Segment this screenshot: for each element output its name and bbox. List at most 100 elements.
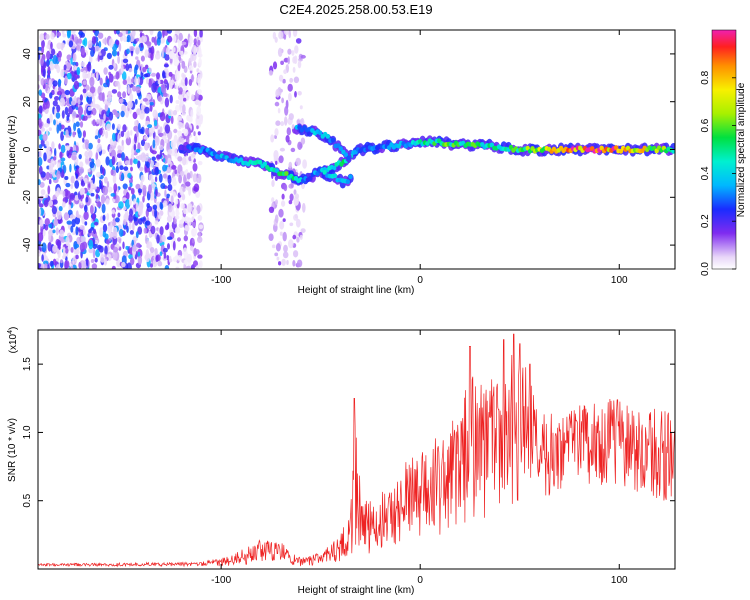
noise-speckle: [91, 107, 97, 116]
noise-speckle: [60, 259, 63, 264]
noise-speckle: [156, 37, 161, 46]
noise-speckle: [119, 228, 124, 237]
noise-speckle: [127, 172, 132, 179]
noise-speckle: [177, 94, 184, 101]
noise-speckle: [164, 224, 169, 231]
noise-speckle: [171, 146, 178, 157]
noise-speckle: [108, 73, 114, 83]
noise-speckle: [144, 49, 149, 58]
noise-speckle: [38, 179, 41, 186]
noise-speckle: [122, 206, 127, 211]
noise-speckle: [38, 249, 41, 257]
noise-speckle: [111, 209, 116, 215]
noise-speckle: [148, 174, 154, 181]
noise-speckle: [284, 105, 289, 116]
noise-speckle: [94, 45, 100, 52]
noise-speckle: [134, 133, 138, 144]
noise-speckle: [136, 128, 139, 138]
noise-speckle: [177, 237, 181, 242]
noise-speckle: [172, 210, 176, 219]
noise-speckle: [189, 245, 194, 251]
noise-speckle: [159, 111, 166, 122]
noise-speckle: [152, 139, 156, 149]
noise-speckle: [49, 113, 53, 123]
noise-speckle: [129, 230, 134, 235]
noise-speckle: [100, 48, 106, 57]
noise-speckle: [162, 70, 166, 79]
noise-speckle: [299, 234, 303, 240]
noise-speckle: [94, 257, 98, 263]
noise-speckle: [79, 121, 84, 128]
noise-speckle: [92, 248, 96, 259]
noise-speckle: [108, 38, 114, 48]
noise-speckle: [288, 239, 294, 249]
noise-speckle: [93, 232, 97, 239]
noise-speckle: [77, 130, 82, 139]
noise-speckle: [149, 247, 155, 253]
noise-speckle: [58, 122, 62, 132]
noise-speckle: [78, 261, 83, 269]
noise-speckle: [295, 38, 302, 44]
noise-speckle: [55, 264, 61, 269]
noise-speckle: [293, 76, 300, 84]
noise-speckle: [117, 51, 120, 56]
noise-speckle: [71, 100, 76, 106]
noise-speckle: [162, 247, 168, 253]
noise-speckle: [102, 230, 107, 238]
noise-speckle: [161, 48, 164, 59]
noise-speckle: [78, 114, 82, 121]
noise-speckle: [151, 156, 156, 162]
noise-speckle: [47, 264, 50, 269]
noise-speckle: [56, 162, 61, 169]
ridge-cell: [671, 148, 675, 154]
y-tick-label: 40: [22, 48, 33, 60]
snr-frame: [37, 329, 676, 570]
noise-speckle: [193, 158, 196, 163]
noise-speckle: [67, 112, 70, 118]
noise-speckle: [149, 30, 154, 36]
noise-speckle: [157, 80, 161, 85]
noise-speckle: [271, 244, 276, 249]
noise-speckle: [302, 202, 306, 213]
noise-speckle: [39, 181, 45, 188]
noise-speckle: [278, 31, 284, 40]
noise-speckle: [294, 91, 297, 98]
noise-speckle: [98, 92, 104, 101]
noise-speckle: [46, 51, 51, 60]
noise-speckle: [126, 34, 131, 43]
noise-speckle: [92, 69, 96, 74]
snr-axes: -100 0 100 0.5 1.0 1.5: [22, 330, 675, 586]
noise-speckle: [129, 158, 133, 166]
noise-speckle: [134, 120, 138, 127]
noise-speckle: [70, 175, 75, 184]
ridge-cell: [613, 145, 619, 151]
spectrogram-noise-layer: [38, 30, 307, 269]
noise-speckle: [183, 259, 188, 265]
noise-speckle: [187, 203, 193, 213]
noise-speckle: [182, 89, 186, 95]
noise-speckle: [155, 255, 159, 263]
noise-speckle: [53, 119, 56, 126]
noise-speckle: [168, 206, 171, 211]
noise-speckle: [154, 166, 159, 176]
noise-speckle: [289, 222, 294, 227]
noise-speckle: [169, 94, 173, 104]
noise-speckle: [80, 61, 86, 67]
noise-speckle: [100, 194, 106, 204]
noise-speckle: [175, 211, 180, 216]
noise-speckle: [165, 166, 172, 174]
noise-speckle: [93, 221, 99, 226]
noise-speckle: [89, 76, 95, 87]
noise-speckle: [112, 231, 118, 240]
noise-speckle: [196, 177, 200, 183]
noise-speckle: [156, 234, 160, 244]
noise-speckle: [295, 218, 301, 228]
noise-speckle: [159, 201, 163, 210]
noise-speckle: [182, 74, 185, 81]
noise-speckle: [49, 63, 55, 71]
noise-speckle: [113, 183, 118, 193]
noise-speckle: [149, 101, 154, 106]
noise-speckle: [155, 136, 160, 146]
noise-speckle: [87, 150, 93, 158]
noise-speckle: [167, 174, 172, 185]
